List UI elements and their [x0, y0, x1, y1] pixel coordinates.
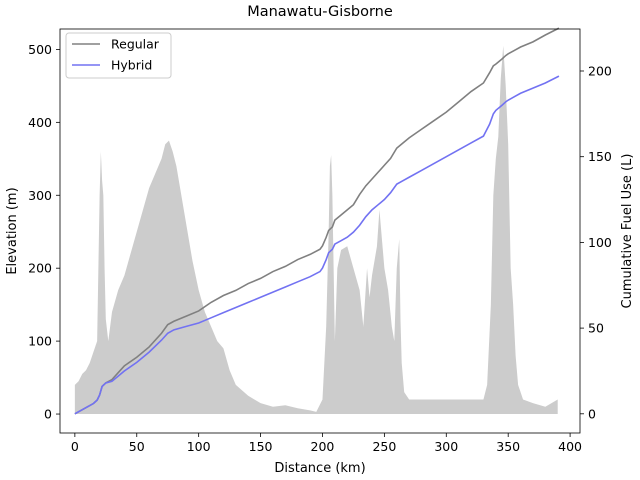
x-tick-label: 300 [434, 439, 458, 454]
legend-label-hybrid: Hybrid [111, 58, 152, 73]
y2-axis-label: Cumulative Fuel Use (L) [620, 154, 635, 309]
y-axis-left: 0 100 200 300 400 500 [28, 42, 60, 422]
fuel-lines-layer [74, 27, 560, 415]
y-axis-label: Elevation (m) [5, 187, 20, 274]
y-tick-label: 100 [28, 334, 52, 349]
plot-frame [59, 28, 581, 434]
series-line-hybrid [74, 75, 560, 415]
x-axis: 0 50 100 150 200 250 300 350 400 [71, 433, 582, 454]
y2-tick-label: 200 [588, 63, 612, 78]
y2-tick-label: 100 [588, 235, 612, 250]
x-tick-label: 50 [129, 439, 145, 454]
y2-tick-label: 150 [588, 149, 612, 164]
elevation-area-layer [74, 45, 558, 415]
y-axis-right: 0 50 100 150 200 [580, 63, 612, 421]
x-tick-label: 350 [496, 439, 520, 454]
y-tick-label: 300 [28, 188, 52, 203]
x-tick-label: 200 [311, 439, 335, 454]
x-tick-label: 0 [71, 439, 79, 454]
x-tick-label: 400 [558, 439, 582, 454]
x-tick-label: 250 [372, 439, 396, 454]
x-axis-label: Distance (km) [274, 461, 365, 476]
chart-title: Manawatu-Gisborne [247, 4, 393, 20]
y-tick-label: 400 [28, 115, 52, 130]
x-tick-label: 150 [249, 439, 273, 454]
legend-label-regular: Regular [111, 37, 160, 52]
series-line-regular [74, 27, 560, 415]
y-tick-label: 200 [28, 261, 52, 276]
x-tick-label: 100 [187, 439, 211, 454]
elevation-area [74, 45, 558, 415]
legend: Regular Hybrid [65, 32, 172, 79]
y-tick-label: 500 [28, 42, 52, 57]
y2-tick-label: 0 [588, 406, 596, 421]
y2-tick-label: 50 [588, 321, 604, 336]
y-tick-label: 0 [44, 407, 52, 422]
